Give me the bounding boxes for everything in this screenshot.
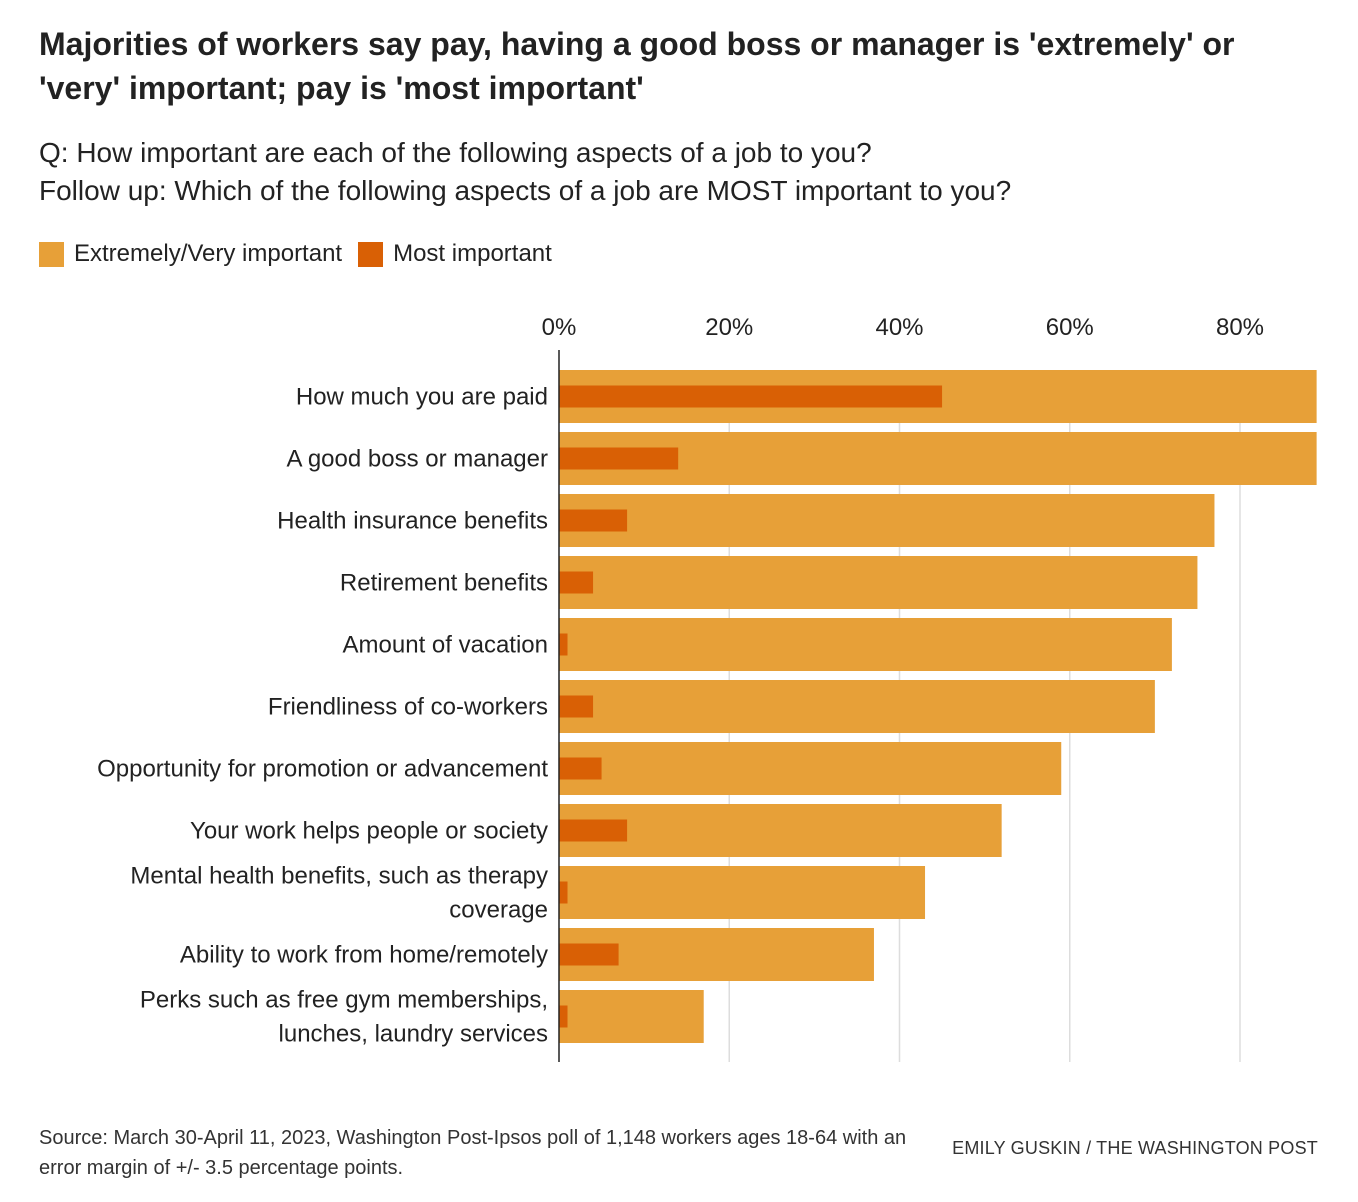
legend-label-most-important: Most important <box>393 240 552 267</box>
bar-extremely-very <box>559 618 1172 671</box>
bar-most-important <box>559 757 602 780</box>
bar-extremely-very <box>559 494 1215 547</box>
subtitle-question: Q: How important are each of the followi… <box>39 137 872 168</box>
category-label: Retirement benefits <box>340 570 548 597</box>
bar-most-important <box>559 881 568 904</box>
legend-item-most-important: Most important <box>358 240 552 268</box>
category-label: Ability to work from home/remotely <box>180 942 548 969</box>
bar-extremely-very <box>559 680 1155 733</box>
chart-legend: Extremely/Very important Most important <box>39 240 568 268</box>
category-label: Mental health benefits, such as therapy c… <box>130 863 548 924</box>
legend-item-extremely-very: Extremely/Very important <box>39 240 342 268</box>
bar-most-important <box>559 385 943 408</box>
bar-most-important <box>559 1005 568 1028</box>
category-label: Your work helps people or society <box>190 818 548 845</box>
x-tick-label: 60% <box>1046 314 1094 341</box>
x-tick-label: 40% <box>875 314 923 341</box>
category-label: How much you are paid <box>296 384 548 411</box>
bar-most-important <box>559 509 628 532</box>
source-note: Source: March 30-April 11, 2023, Washing… <box>39 1127 907 1179</box>
legend-swatch-most-important <box>358 241 384 267</box>
bar-extremely-very <box>559 804 1002 857</box>
category-label: A good boss or manager <box>286 446 548 473</box>
bar-most-important <box>559 695 594 718</box>
category-label: Opportunity for promotion or advancement <box>97 756 548 783</box>
bar-chart: 0% 20% 40% 60% 80% How much you are paid A goo… <box>97 314 1317 1062</box>
bar-extremely-very <box>559 432 1317 485</box>
chart-title: Majorities of workers say pay, having a … <box>39 26 1235 106</box>
category-label: Perks such as free gym memberships, lunch… <box>140 987 548 1048</box>
bar-most-important <box>559 447 679 470</box>
category-label: Friendliness of co-workers <box>268 694 548 721</box>
subtitle-follow-up: Follow up: Which of the following aspect… <box>39 175 1012 206</box>
category-label: Health insurance benefits <box>277 508 548 535</box>
chart-subtitle: Q: How important are each of the followi… <box>39 134 1319 210</box>
credit-line: EMILY GUSKIN / THE WASHINGTON POST <box>952 1138 1318 1158</box>
x-tick-label: 80% <box>1216 314 1264 341</box>
legend-label-extremely-very: Extremely/Very important <box>74 240 343 267</box>
bar-extremely-very <box>559 866 926 919</box>
bar-most-important <box>559 571 594 594</box>
x-tick-label: 0% <box>542 314 577 341</box>
x-tick-label: 20% <box>705 314 753 341</box>
bar-extremely-very <box>559 742 1062 795</box>
bar-most-important <box>559 819 628 842</box>
bar-most-important <box>559 633 568 656</box>
bar-extremely-very <box>559 556 1198 609</box>
category-label: Amount of vacation <box>343 632 548 659</box>
bar-extremely-very <box>559 990 704 1043</box>
legend-swatch-extremely-very <box>39 241 64 267</box>
bar-most-important <box>559 943 619 966</box>
